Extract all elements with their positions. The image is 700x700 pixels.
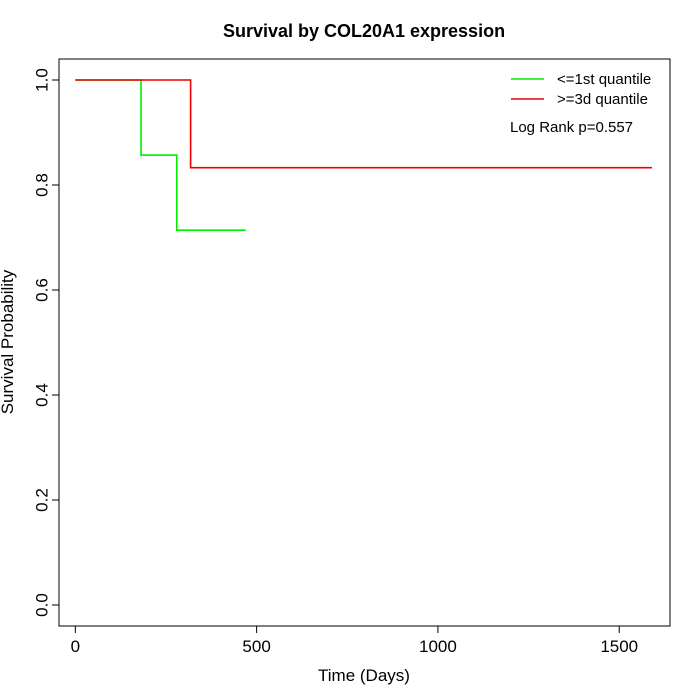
series-line-1 bbox=[75, 79, 652, 169]
y-tick-label: 1.0 bbox=[33, 68, 52, 92]
y-axis: 0.0 0.2 0.4 0.6 0.8 1.0 bbox=[33, 68, 60, 617]
x-tick-label: 500 bbox=[242, 637, 270, 656]
y-tick-label: 0.6 bbox=[33, 278, 52, 302]
y-tick-label: 0.4 bbox=[33, 383, 52, 407]
y-tick-label: 0.8 bbox=[33, 173, 52, 197]
plot-frame bbox=[58, 58, 671, 627]
log-rank-annotation: Log Rank p=0.557 bbox=[510, 119, 633, 136]
y-tick-label: 0.2 bbox=[33, 488, 52, 512]
x-axis-label: Time (Days) bbox=[318, 666, 410, 685]
y-tick-label: 0.0 bbox=[33, 593, 52, 617]
x-tick-label: 0 bbox=[71, 637, 80, 656]
chart-title: Survival by COL20A1 expression bbox=[223, 21, 505, 41]
y-axis-label: Survival Probability bbox=[0, 269, 17, 414]
legend-label-0: <=1st quantile bbox=[557, 71, 651, 88]
series-layer bbox=[75, 79, 652, 231]
x-tick-label: 1500 bbox=[600, 637, 638, 656]
series-line-0 bbox=[75, 79, 246, 231]
legend-label-1: >=3d quantile bbox=[557, 91, 648, 108]
legend: <=1st quantile >=3d quantile bbox=[511, 71, 651, 108]
x-axis: 0 500 1000 1500 bbox=[71, 625, 638, 656]
x-tick-label: 1000 bbox=[419, 637, 457, 656]
